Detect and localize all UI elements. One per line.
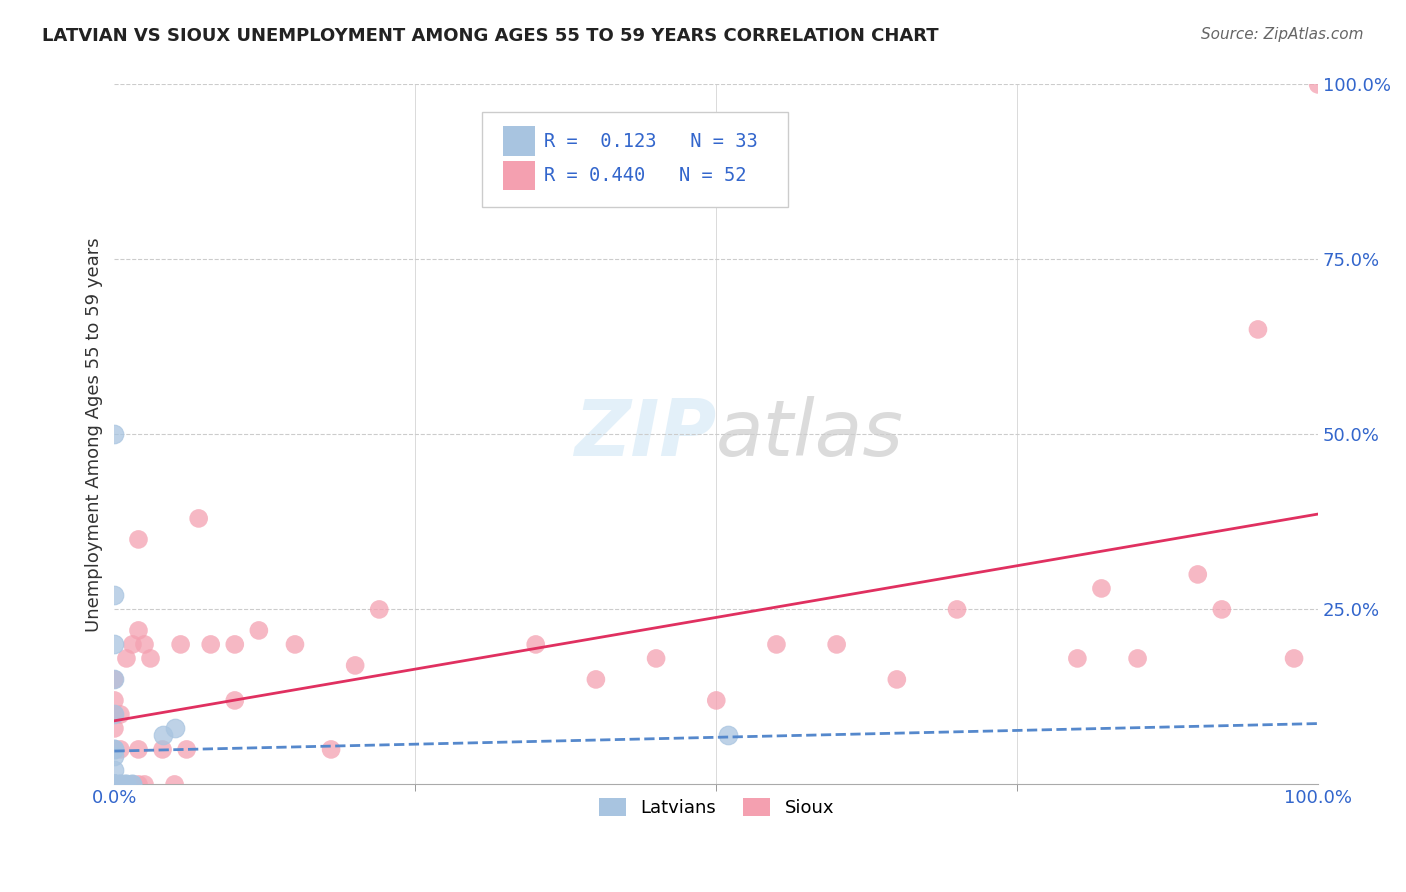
Point xyxy=(103,777,125,791)
Point xyxy=(103,637,125,651)
Point xyxy=(176,742,198,756)
FancyBboxPatch shape xyxy=(503,161,534,190)
Point xyxy=(103,777,125,791)
Point xyxy=(110,777,132,791)
Point xyxy=(1090,582,1112,596)
Legend: Latvians, Sioux: Latvians, Sioux xyxy=(592,790,841,824)
Point xyxy=(110,777,132,791)
Point xyxy=(765,637,787,651)
Point xyxy=(103,742,125,756)
Point xyxy=(121,637,143,651)
FancyBboxPatch shape xyxy=(503,127,534,156)
Point xyxy=(103,777,125,791)
Point xyxy=(103,693,125,707)
Text: R =  0.123   N = 33: R = 0.123 N = 33 xyxy=(544,132,758,151)
Point xyxy=(645,651,668,665)
Point xyxy=(103,777,125,791)
Point xyxy=(169,637,191,651)
Point xyxy=(1308,78,1330,92)
Text: ZIP: ZIP xyxy=(574,396,716,473)
Point xyxy=(1247,322,1270,336)
Point xyxy=(103,764,125,778)
Point xyxy=(103,722,125,736)
Point xyxy=(103,777,125,791)
Text: Source: ZipAtlas.com: Source: ZipAtlas.com xyxy=(1201,27,1364,42)
Point xyxy=(115,651,138,665)
Text: LATVIAN VS SIOUX UNEMPLOYMENT AMONG AGES 55 TO 59 YEARS CORRELATION CHART: LATVIAN VS SIOUX UNEMPLOYMENT AMONG AGES… xyxy=(42,27,939,45)
Point xyxy=(1066,651,1088,665)
Point xyxy=(127,533,149,547)
Point xyxy=(103,589,125,603)
Point xyxy=(224,637,246,651)
Point xyxy=(247,624,270,638)
Point xyxy=(112,777,135,791)
Point xyxy=(344,658,367,673)
Point xyxy=(115,777,138,791)
Point xyxy=(103,777,125,791)
Point xyxy=(110,707,132,722)
Point xyxy=(127,742,149,756)
Point xyxy=(163,777,186,791)
Point xyxy=(368,602,391,616)
Point xyxy=(200,637,222,651)
Point xyxy=(704,693,727,707)
Point xyxy=(134,777,156,791)
Point xyxy=(110,777,132,791)
Text: R = 0.440   N = 52: R = 0.440 N = 52 xyxy=(544,166,747,185)
Point xyxy=(115,777,138,791)
Point xyxy=(103,777,125,791)
Point xyxy=(121,777,143,791)
Point xyxy=(127,777,149,791)
Point xyxy=(103,707,125,722)
Point xyxy=(103,673,125,687)
Point xyxy=(103,777,125,791)
Point xyxy=(1126,651,1149,665)
Point xyxy=(103,742,125,756)
FancyBboxPatch shape xyxy=(481,112,789,207)
Point xyxy=(284,637,307,651)
Point xyxy=(946,602,969,616)
Point xyxy=(1187,567,1209,582)
Point xyxy=(103,777,125,791)
Point xyxy=(103,749,125,764)
Point xyxy=(110,777,132,791)
Point xyxy=(103,777,125,791)
Point xyxy=(224,693,246,707)
Point xyxy=(825,637,848,651)
Point xyxy=(127,624,149,638)
Point xyxy=(187,511,209,525)
Point xyxy=(121,777,143,791)
Point xyxy=(585,673,607,687)
Point xyxy=(139,651,162,665)
Point xyxy=(1211,602,1233,616)
Point xyxy=(319,742,342,756)
Point xyxy=(103,707,125,722)
Point xyxy=(1282,651,1305,665)
Point xyxy=(103,777,125,791)
Point xyxy=(121,777,143,791)
Point xyxy=(110,777,132,791)
Point xyxy=(134,637,156,651)
Point xyxy=(103,777,125,791)
Point xyxy=(152,742,174,756)
Point xyxy=(103,427,125,442)
Point xyxy=(152,728,174,742)
Text: atlas: atlas xyxy=(716,396,904,473)
Y-axis label: Unemployment Among Ages 55 to 59 years: Unemployment Among Ages 55 to 59 years xyxy=(86,237,103,632)
Point xyxy=(110,742,132,756)
Point xyxy=(103,742,125,756)
Point xyxy=(886,673,908,687)
Point xyxy=(103,777,125,791)
Point xyxy=(103,777,125,791)
Point xyxy=(115,777,138,791)
Point xyxy=(524,637,547,651)
Point xyxy=(103,673,125,687)
Point xyxy=(717,728,740,742)
Point xyxy=(103,777,125,791)
Point xyxy=(163,722,186,736)
Point xyxy=(103,777,125,791)
